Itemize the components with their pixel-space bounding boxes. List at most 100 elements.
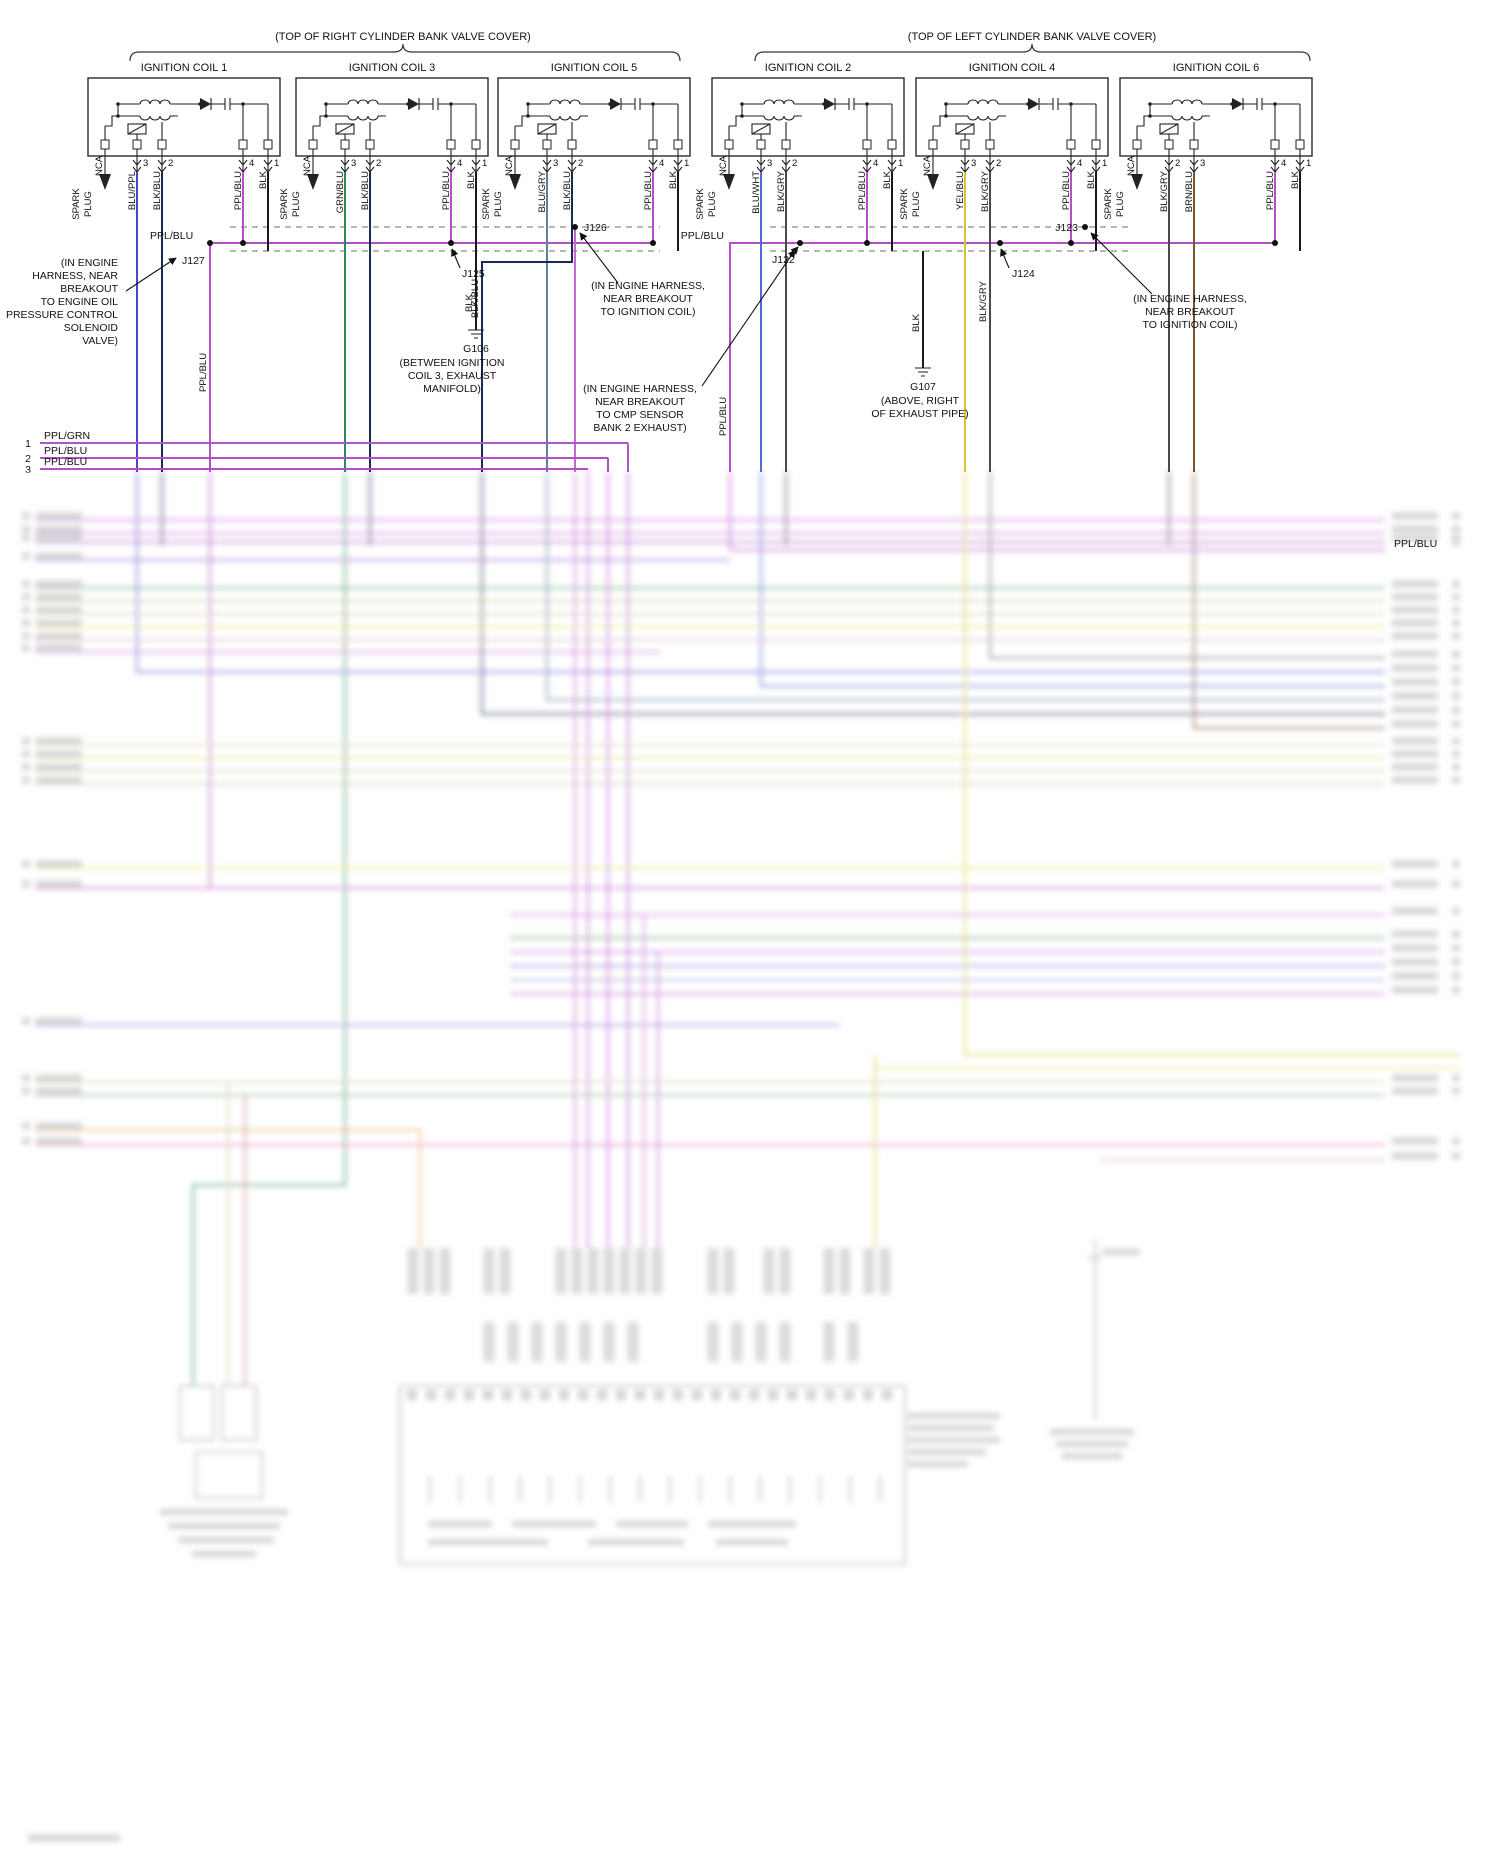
blur-haze-overlay	[0, 472, 1500, 1861]
pin-wire-label: BLK	[258, 170, 269, 189]
annotation-line: HARNESS, NEAR	[32, 270, 118, 282]
annotation-line: (IN ENGINE HARNESS,	[1133, 293, 1247, 305]
pin-number: 4	[873, 158, 878, 169]
pin-number: 2	[578, 158, 583, 169]
pin-number: 1	[274, 158, 279, 169]
nca-label: NCA	[1126, 155, 1137, 176]
right-edge-wire-label: PPL/BLU	[1394, 538, 1437, 550]
annotation-line: BANK 2 EXHAUST)	[593, 422, 686, 434]
annotation-line: SOLENOID	[64, 322, 119, 334]
ignition-coil-3: IGNITION COIL 3 NCA SPARK PLUG 3 2 4 1 G…	[279, 62, 489, 220]
ground-name: G107	[910, 381, 936, 393]
pin-number: 1	[1306, 158, 1311, 169]
wire-label-blk-gry: BLK/GRY	[978, 280, 989, 322]
pin-number: 3	[143, 158, 148, 169]
nca-label: NCA	[504, 155, 515, 176]
pin-wire-label: PPL/BLU	[233, 171, 244, 210]
bank-brackets: (TOP OF RIGHT CYLINDER BANK VALVE COVER)…	[129, 31, 1311, 62]
ignition-coil-1: IGNITION COIL 1 NCA SPARK PLUG 3 2 4 1 B…	[71, 62, 281, 220]
pin-number: 2	[792, 158, 797, 169]
annotation-line: TO ENGINE OIL	[41, 296, 119, 308]
pin-number: 3	[351, 158, 356, 169]
coil-title: IGNITION COIL 2	[765, 62, 851, 74]
nca-label: NCA	[718, 155, 729, 176]
annotation-line: VALVE)	[82, 335, 118, 347]
nca-label: NCA	[94, 155, 105, 176]
pin-wire-label: BLK	[1086, 170, 1097, 189]
pin-wire-label: BRN/BLU	[1184, 171, 1195, 212]
annotation-line: TO IGNITION COIL)	[601, 306, 696, 318]
spark-label: SPARK	[279, 188, 290, 220]
spark-label: SPARK	[1103, 188, 1114, 220]
left-edge-rows: 1 2 3 PPL/GRN PPL/BLU PPL/BLU	[25, 430, 629, 476]
annotation-line: NEAR BREAKOUT	[603, 293, 693, 305]
plug-label: PLUG	[83, 191, 94, 217]
nca-label: NCA	[302, 155, 313, 176]
coil-pin-wires	[136, 172, 1301, 472]
pin-wire-label: PPL/BLU	[643, 171, 654, 210]
pin-wire-label: BLK/BLU	[152, 171, 163, 210]
pin-number: 4	[1281, 158, 1286, 169]
connector-blocks	[179, 1248, 906, 1565]
spark-label: SPARK	[71, 188, 82, 220]
pin-number: 3	[1200, 158, 1205, 169]
pin-number: 4	[457, 158, 462, 169]
pin-number: 3	[971, 158, 976, 169]
annotation-oil-solenoid: (IN ENGINE HARNESS, NEAR BREAKOUT TO ENG…	[6, 257, 177, 347]
wire-label-right-drop: PPL/BLU	[198, 353, 209, 392]
row-wire-label: PPL/BLU	[44, 456, 87, 468]
junction-j127: J127	[182, 255, 205, 267]
wire-label-blk-g107: BLK	[911, 313, 922, 332]
ground-name: G106	[463, 343, 489, 355]
pin-wire-label: BLK	[668, 170, 679, 189]
right-bank-label: (TOP OF RIGHT CYLINDER BANK VALVE COVER)	[275, 31, 531, 43]
pin-number: 1	[898, 158, 903, 169]
ignition-coil-6: IGNITION COIL 6 NCA SPARK PLUG 2 3 4 1 B…	[1103, 62, 1313, 220]
ignition-coil-4: IGNITION COIL 4 NCA SPARK PLUG 3 2 4 1 Y…	[899, 62, 1109, 220]
wire-label-blk-blu: BLK/BLU	[470, 279, 481, 318]
spark-label: SPARK	[481, 188, 492, 220]
coil-title: IGNITION COIL 1	[141, 62, 227, 74]
coil-schematic	[87, 77, 281, 191]
pin-number: 3	[767, 158, 772, 169]
pin-number: 1	[684, 158, 689, 169]
pin-wire-label: PPL/BLU	[441, 171, 452, 210]
plug-label: PLUG	[493, 191, 504, 217]
ppl-blu-bus-right	[209, 172, 654, 472]
coil-schematic	[1119, 77, 1313, 191]
top-section: (TOP OF RIGHT CYLINDER BANK VALVE COVER)…	[6, 31, 1313, 476]
row-number: 2	[25, 453, 31, 465]
ignition-coil-2: IGNITION COIL 2 NCA SPARK PLUG 3 2 4 1 B…	[695, 62, 905, 220]
pin-wire-label: BLK/BLU	[360, 171, 371, 210]
pin-number: 4	[1077, 158, 1082, 169]
annotation-line: TO CMP SENSOR	[596, 409, 684, 421]
bus-label-right: PPL/BLU	[150, 230, 193, 242]
pin-wire-label: BLK	[882, 170, 893, 189]
plug-label: PLUG	[911, 191, 922, 217]
annotation-line: (IN ENGINE HARNESS,	[591, 280, 705, 292]
junction-j125: J125	[462, 268, 485, 280]
ground-note: MANIFOLD)	[423, 383, 481, 395]
pin-number: 3	[553, 158, 558, 169]
spark-label: SPARK	[695, 188, 706, 220]
ground-note: OF EXHAUST PIPE)	[871, 408, 968, 420]
bus-wire-labels: PPL/BLU PPL/BLU PPL/BLU PPL/BLU BLK BLK/…	[150, 230, 989, 436]
junction-j124: J124	[1012, 268, 1035, 280]
ground-note: COIL 3, EXHAUST	[408, 370, 497, 382]
pin-number: 2	[376, 158, 381, 169]
coil-schematic	[711, 77, 905, 191]
pin-wire-label: BLU/GRY	[537, 170, 548, 212]
row-wire-label: PPL/BLU	[44, 445, 87, 457]
nca-label: NCA	[922, 155, 933, 176]
pin-wire-label: BLU/PPL	[127, 171, 138, 210]
ignition-coil-5: IGNITION COIL 5 NCA SPARK PLUG 3 2 4 1 B…	[481, 62, 691, 220]
junction-dots	[207, 224, 1278, 246]
annotation-ignition-left: (IN ENGINE HARNESS, NEAR BREAKOUT TO IGN…	[1090, 232, 1247, 331]
coil-title: IGNITION COIL 3	[349, 62, 435, 74]
annotation-line: PRESSURE CONTROL	[6, 309, 118, 321]
left-bank-label: (TOP OF LEFT CYLINDER BANK VALVE COVER)	[908, 31, 1156, 43]
pin-wire-label: BLK/BLU	[562, 171, 573, 210]
annotation-line: TO IGNITION COIL)	[1143, 319, 1238, 331]
junction-j126: J126	[584, 222, 607, 234]
annotation-line: (IN ENGINE HARNESS,	[583, 383, 697, 395]
